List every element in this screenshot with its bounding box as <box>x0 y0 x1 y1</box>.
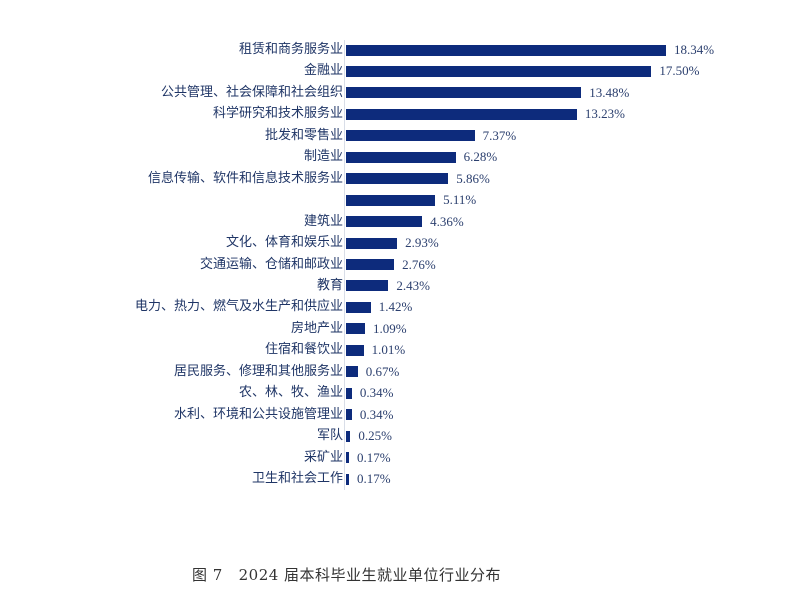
value-label: 0.34% <box>359 406 394 422</box>
figure-caption: 图 7 2024 届本科毕业生就业单位行业分布 <box>192 566 502 584</box>
value-label: 1.01% <box>371 342 406 358</box>
category-label: 科学研究和技术服务业 <box>212 106 343 122</box>
bar <box>346 173 449 185</box>
category-label: 信息传输、软件和信息技术服务业 <box>147 170 343 186</box>
value-label: 1.09% <box>373 320 407 336</box>
bar <box>346 130 475 142</box>
value-label: 17.50% <box>659 63 700 79</box>
bar <box>346 151 456 163</box>
value-label: 18.34% <box>674 42 715 57</box>
value-label: 13.23% <box>584 106 625 122</box>
category-label: 采矿业 <box>303 449 343 465</box>
bar <box>346 194 436 206</box>
category-label: 文化、体育和娱乐业 <box>225 235 343 251</box>
category-label: 房地产业 <box>290 320 343 336</box>
value-label: 0.25% <box>358 428 392 444</box>
bar <box>346 452 349 464</box>
value-label: 7.37% <box>482 127 517 143</box>
category-label: 农、林、牧、渔业 <box>238 385 343 401</box>
value-label: 2.76% <box>402 256 436 272</box>
value-label: 2.43% <box>396 277 430 293</box>
value-label: 4.36% <box>430 213 464 229</box>
bar <box>346 237 398 249</box>
value-label: 1.42% <box>378 299 413 315</box>
category-label: 住宿和餐饮业 <box>264 342 343 358</box>
value-label: 13.48% <box>589 84 630 100</box>
category-label: 金融业 <box>303 63 343 79</box>
category-label: 批发和零售业 <box>264 127 343 143</box>
value-label: 6.28% <box>463 149 498 165</box>
bar <box>346 301 371 313</box>
value-label: 2.93% <box>405 235 439 251</box>
bar <box>346 344 364 356</box>
value-label: 5.11% <box>443 192 477 208</box>
category-label: 电力、热力、燃气及水生产和供应业 <box>134 299 343 315</box>
category-label: 教育 <box>316 277 343 293</box>
category-label: 制造业 <box>303 149 343 165</box>
value-label: 0.17% <box>356 471 391 486</box>
bar <box>346 430 351 442</box>
bar <box>346 387 352 399</box>
category-label: 公共管理、社会保障和社会组织 <box>160 84 343 100</box>
bar <box>346 323 366 335</box>
value-label: 0.67% <box>365 363 400 379</box>
bar <box>346 108 577 120</box>
category-label: 居民服务、修理和其他服务业 <box>173 363 343 379</box>
bar <box>346 409 352 421</box>
value-label: 0.17% <box>356 449 391 465</box>
value-label: 5.86% <box>456 170 490 186</box>
category-label: 租赁和商务服务业 <box>238 42 343 57</box>
category-label: 水利、环境和公共设施管理业 <box>173 406 343 422</box>
category-label: 交通运输、仓储和邮政业 <box>199 256 343 272</box>
bar <box>346 259 395 270</box>
bar <box>346 280 389 292</box>
category-label: 军队 <box>316 428 343 444</box>
value-label: 0.34% <box>359 385 394 401</box>
horizontal-bar-chart: 租赁和商务服务业 18.34% 金融业 17.50% 公共管理、社会保障和社会组织 13.… <box>134 40 715 490</box>
category-label: 卫生和社会工作 <box>251 471 343 486</box>
bar <box>346 87 582 99</box>
bar <box>346 473 349 485</box>
bar <box>346 216 423 228</box>
category-label: 建筑业 <box>303 213 343 229</box>
category-axis-line <box>344 40 345 490</box>
bar <box>346 44 667 56</box>
bar <box>346 65 652 77</box>
bar <box>346 366 358 378</box>
